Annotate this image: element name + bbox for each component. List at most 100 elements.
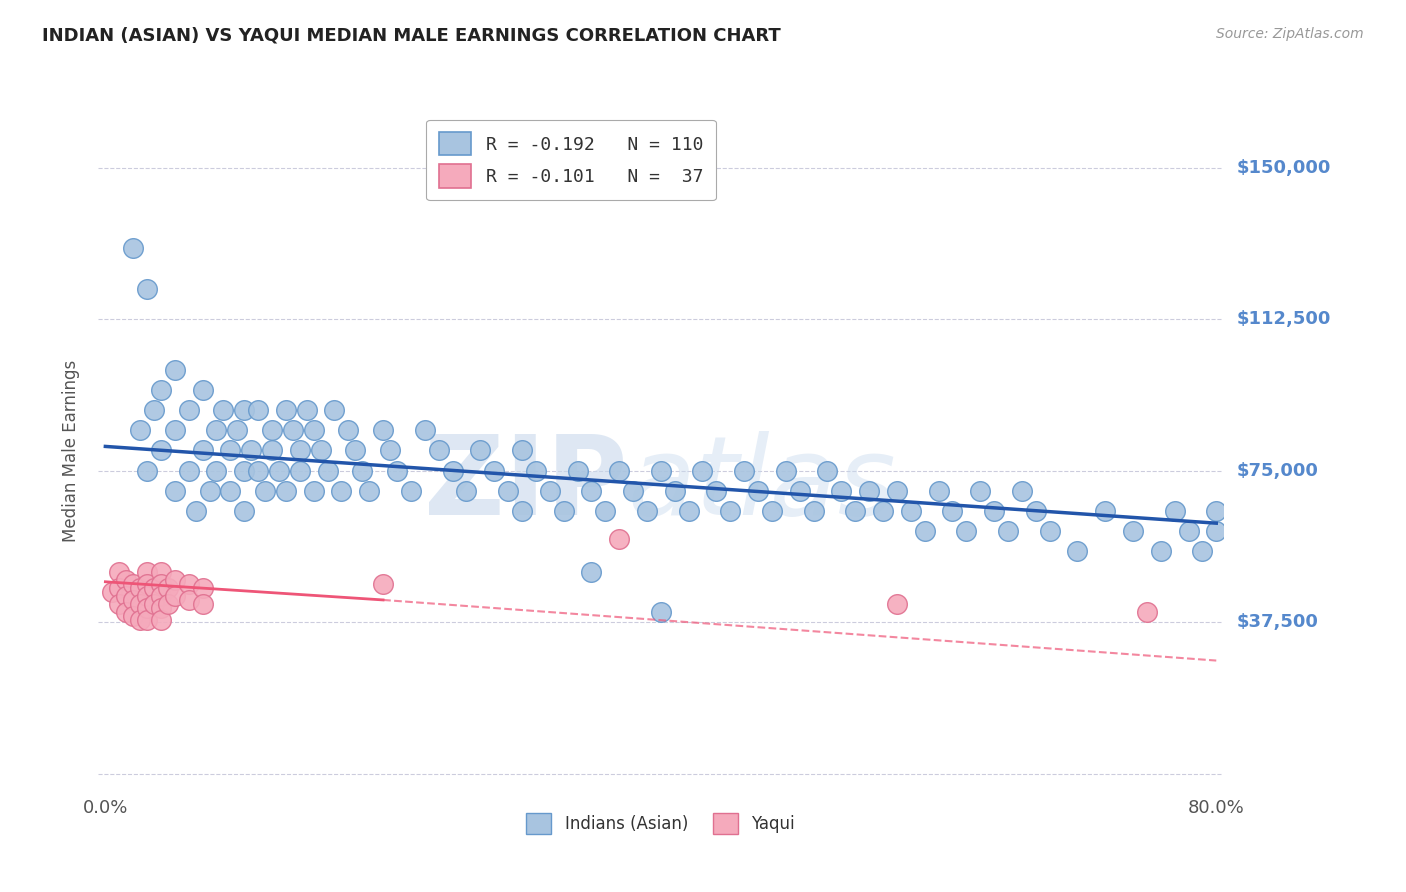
Point <box>288 443 311 458</box>
Point <box>886 483 908 498</box>
Point <box>129 423 152 437</box>
Point <box>115 573 138 587</box>
Point <box>456 483 478 498</box>
Point <box>830 483 852 498</box>
Point <box>900 504 922 518</box>
Point <box>427 443 450 458</box>
Point <box>233 464 256 478</box>
Point <box>191 597 214 611</box>
Point <box>872 504 894 518</box>
Point <box>371 576 394 591</box>
Point <box>149 383 172 397</box>
Point <box>1205 504 1227 518</box>
Point <box>191 581 214 595</box>
Point <box>636 504 658 518</box>
Point <box>260 443 283 458</box>
Point <box>191 383 214 397</box>
Point <box>149 565 172 579</box>
Point <box>136 282 159 296</box>
Point <box>149 589 172 603</box>
Point <box>108 581 131 595</box>
Point <box>692 464 714 478</box>
Point <box>205 423 228 437</box>
Point <box>219 443 242 458</box>
Point <box>1205 524 1227 539</box>
Point <box>136 589 159 603</box>
Point <box>399 483 422 498</box>
Point <box>136 613 159 627</box>
Point <box>385 464 408 478</box>
Point <box>941 504 963 518</box>
Point <box>955 524 977 539</box>
Point <box>149 576 172 591</box>
Point <box>240 443 263 458</box>
Point <box>122 609 145 624</box>
Point <box>177 464 200 478</box>
Point <box>129 613 152 627</box>
Point <box>817 464 839 478</box>
Text: $75,000: $75,000 <box>1237 462 1319 480</box>
Point <box>274 483 297 498</box>
Point <box>482 464 505 478</box>
Point <box>1191 544 1213 558</box>
Point <box>143 597 166 611</box>
Text: ZIP: ZIP <box>423 432 627 538</box>
Text: INDIAN (ASIAN) VS YAQUI MEDIAN MALE EARNINGS CORRELATION CHART: INDIAN (ASIAN) VS YAQUI MEDIAN MALE EARN… <box>42 27 780 45</box>
Point <box>496 483 519 498</box>
Text: $150,000: $150,000 <box>1237 159 1331 177</box>
Point <box>122 242 145 256</box>
Point <box>337 423 360 437</box>
Point <box>510 443 533 458</box>
Point <box>789 483 811 498</box>
Point <box>149 601 172 615</box>
Point <box>510 504 533 518</box>
Point <box>309 443 332 458</box>
Point <box>122 593 145 607</box>
Point <box>177 593 200 607</box>
Point <box>621 483 644 498</box>
Point <box>359 483 381 498</box>
Point <box>212 403 235 417</box>
Point <box>1025 504 1047 518</box>
Point <box>274 403 297 417</box>
Point <box>413 423 436 437</box>
Point <box>149 443 172 458</box>
Text: $112,500: $112,500 <box>1237 310 1331 328</box>
Point <box>136 464 159 478</box>
Point <box>184 504 207 518</box>
Point <box>378 443 401 458</box>
Point <box>260 423 283 437</box>
Text: atlas: atlas <box>627 432 896 538</box>
Point <box>163 362 186 376</box>
Point <box>177 403 200 417</box>
Point <box>775 464 797 478</box>
Point <box>538 483 561 498</box>
Point <box>247 403 270 417</box>
Point <box>352 464 374 478</box>
Point <box>524 464 547 478</box>
Point <box>233 403 256 417</box>
Point <box>143 403 166 417</box>
Point <box>226 423 249 437</box>
Point <box>149 613 172 627</box>
Point <box>593 504 616 518</box>
Y-axis label: Median Male Earnings: Median Male Earnings <box>62 359 80 541</box>
Point <box>803 504 825 518</box>
Point <box>718 504 741 518</box>
Point <box>607 533 630 547</box>
Point <box>163 483 186 498</box>
Point <box>163 423 186 437</box>
Point <box>122 576 145 591</box>
Point <box>254 483 277 498</box>
Point <box>470 443 492 458</box>
Point <box>344 443 367 458</box>
Point <box>733 464 755 478</box>
Point <box>844 504 866 518</box>
Point <box>567 464 589 478</box>
Text: $37,500: $37,500 <box>1237 613 1319 632</box>
Point <box>302 483 325 498</box>
Point <box>1163 504 1185 518</box>
Point <box>156 581 179 595</box>
Point <box>108 565 131 579</box>
Point <box>163 589 186 603</box>
